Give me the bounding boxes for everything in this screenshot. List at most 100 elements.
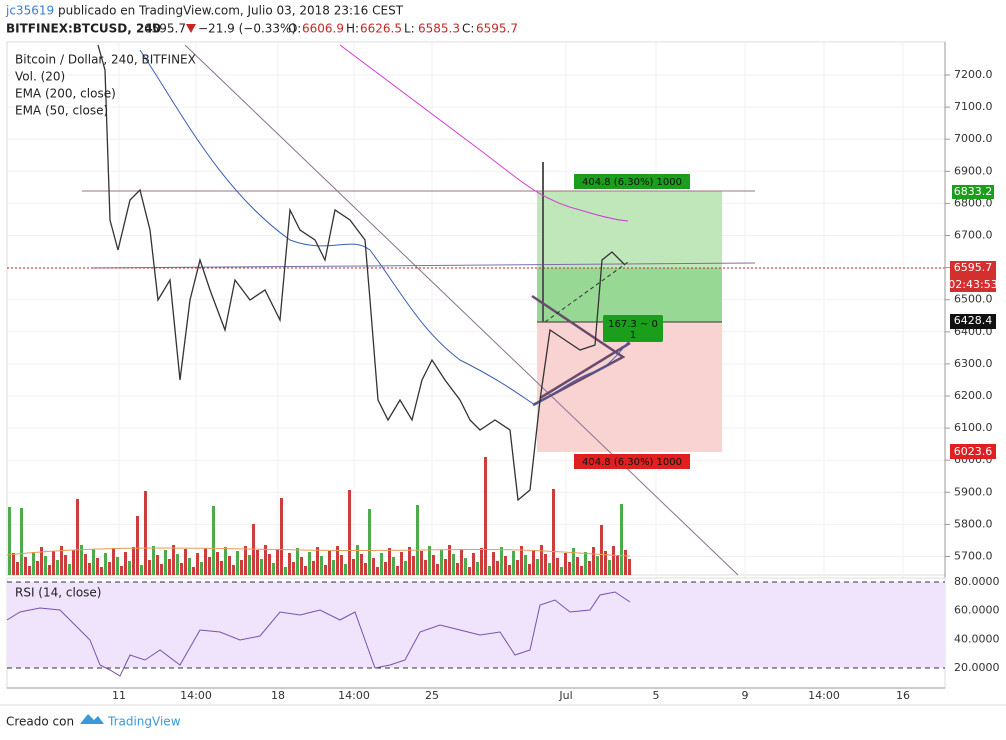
volume-ma xyxy=(6,547,631,557)
volume-bar xyxy=(152,546,155,575)
volume-bar xyxy=(72,550,75,575)
volume-bar xyxy=(92,549,95,575)
tag-box xyxy=(950,261,996,292)
volume-bar xyxy=(344,564,347,575)
price-tick-label: 6100.0 xyxy=(954,421,993,434)
symbol: BITFINEX:BTCUSD, 240 xyxy=(6,22,161,36)
volume-bar xyxy=(392,557,395,575)
volume-bar xyxy=(496,561,499,575)
price-tick-label: 6200.0 xyxy=(954,389,993,402)
volume-bar xyxy=(116,557,119,575)
volume-bar xyxy=(512,551,515,575)
volume-bar xyxy=(492,552,495,575)
volume-bar xyxy=(524,555,527,575)
rsi-tick-label: 40.0000 xyxy=(954,632,1000,645)
volume-bar xyxy=(604,551,607,575)
volume-bar xyxy=(420,551,423,575)
rsi-band xyxy=(7,582,945,668)
volume-bar xyxy=(180,563,183,575)
volume-bar xyxy=(600,525,603,575)
volume-bar xyxy=(484,457,487,575)
volume-bar xyxy=(196,553,199,575)
volume-bar xyxy=(224,547,227,575)
volume-bar xyxy=(136,516,139,575)
user[interactable]: jc35619 xyxy=(5,4,54,18)
volume-bar xyxy=(44,556,47,575)
volume-bar xyxy=(184,549,187,575)
tag-box xyxy=(950,444,996,459)
volume-bar xyxy=(148,560,151,575)
volume-bar xyxy=(368,509,371,575)
volume-bar xyxy=(208,557,211,575)
brand[interactable]: TradingView xyxy=(107,715,181,729)
volume-bar xyxy=(188,558,191,575)
volume-bar xyxy=(240,560,243,575)
volume-bar xyxy=(444,559,447,575)
price-tick-label: 6700.0 xyxy=(954,229,993,242)
volume-bar xyxy=(228,556,231,575)
volume-bar xyxy=(272,563,275,575)
ohlc-key: C: xyxy=(462,22,474,36)
volume-bar xyxy=(480,548,483,575)
volume-bar xyxy=(204,548,207,575)
volume-bar xyxy=(460,549,463,575)
price-tick-label: 5800.0 xyxy=(954,517,993,530)
volume-bar xyxy=(412,556,415,575)
volume-bar xyxy=(516,560,519,575)
target-tag: 6833.2 xyxy=(954,185,993,198)
volume-bar xyxy=(48,565,51,575)
ohlc-key: L: xyxy=(404,22,415,36)
volume-bar xyxy=(200,562,203,575)
volume-bar xyxy=(468,567,471,575)
volume-bar xyxy=(144,491,147,575)
volume-bar xyxy=(536,559,539,575)
volume-bar xyxy=(472,553,475,575)
volume-bar xyxy=(376,567,379,575)
price-tick-label: 6300.0 xyxy=(954,357,993,370)
ohlc-value: 6595.7 xyxy=(476,22,518,36)
volume-bar xyxy=(120,566,123,575)
volume-bar xyxy=(248,555,251,575)
volume-bar xyxy=(176,554,179,575)
volume-bar xyxy=(576,557,579,575)
main-pane xyxy=(6,41,946,576)
legend-ema50: EMA (50, close) xyxy=(15,104,108,118)
price-path xyxy=(97,44,626,502)
volume-bar xyxy=(456,563,459,575)
ohlc-key: H: xyxy=(346,22,359,36)
price-tick-label: 7200.0 xyxy=(954,68,993,81)
rsi-line xyxy=(6,591,631,677)
volume-bar xyxy=(192,567,195,575)
volume-bar xyxy=(464,558,467,575)
volume-bar xyxy=(280,498,283,575)
volume-bar xyxy=(296,548,299,575)
volume-bar xyxy=(404,561,407,575)
volume-bar xyxy=(20,508,23,575)
volume-bar xyxy=(140,565,143,575)
volume-bar xyxy=(108,562,111,575)
volume-bar xyxy=(16,562,19,575)
time-tick-label: 11 xyxy=(112,689,126,702)
volume-bar xyxy=(416,505,419,575)
volume-bar xyxy=(268,554,271,575)
trend-line xyxy=(184,44,739,576)
volume-bar xyxy=(360,554,363,575)
volume-bar xyxy=(244,546,247,575)
price-tick-label: 6500.0 xyxy=(954,293,993,306)
volume-bar xyxy=(400,552,403,575)
entry-tag: 6428.4 xyxy=(954,314,993,327)
made-with: Creado con xyxy=(6,715,74,729)
volume-bar xyxy=(452,554,455,575)
volume-bar xyxy=(12,553,15,575)
volume-bar xyxy=(216,552,219,575)
loss-label-box xyxy=(574,454,690,469)
volume-bar xyxy=(168,559,171,575)
price: 6595.7 xyxy=(144,22,186,36)
volume-bar xyxy=(232,565,235,575)
ohlc-value: 6585.3 xyxy=(418,22,460,36)
volume-bar xyxy=(8,507,11,575)
volume-bar xyxy=(172,545,175,575)
triangle xyxy=(531,294,631,407)
volume-bar xyxy=(128,561,131,575)
